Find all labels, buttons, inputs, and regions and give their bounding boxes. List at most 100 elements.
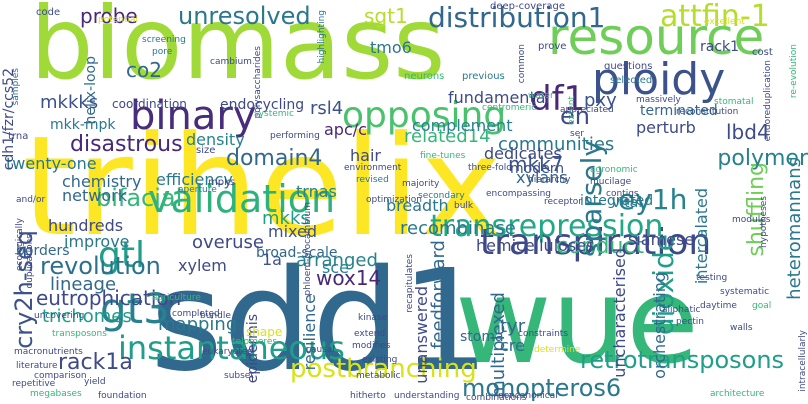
word-kinase: kinase (358, 313, 388, 323)
word-1a: 1a (262, 250, 282, 269)
word-systematic: systematic (720, 287, 770, 297)
word-metabolic: metabolic (356, 371, 401, 381)
word-improve: improve (64, 232, 130, 251)
word-conduct: conduct (556, 234, 645, 259)
word-terminated: terminated (640, 103, 718, 119)
word-eukaryotes: eukaryotes (202, 347, 253, 357)
word-secondary: secondary (418, 191, 465, 201)
word-intracellularly: intracellularly (798, 330, 808, 392)
word-arranged: arranged (296, 250, 378, 271)
word-co2: co2 (126, 58, 162, 82)
word-tyr: tyr (500, 316, 526, 337)
word-comparison: comparison (34, 371, 87, 381)
word-previous: previous (462, 71, 505, 82)
word-repetitive: repetitive (12, 379, 56, 389)
word-polysaccharides: polysaccharides (253, 46, 263, 119)
word-fundamental: fundamental (448, 88, 550, 107)
word-samples: samples (11, 68, 21, 106)
word-monopteros6: monopteros6 (462, 374, 622, 402)
word-lineage: lineage (50, 274, 117, 295)
word-literature: literature (16, 361, 58, 371)
word-uncovering: uncovering (34, 311, 85, 321)
word-intercalated: intercalated (692, 188, 711, 285)
word-gtl: gtl (98, 235, 145, 276)
word-size: size (196, 145, 216, 156)
word-heteromannans: heteromannans (784, 158, 805, 300)
word-majority: majority (402, 179, 440, 189)
word-phloem-procambium: phloem-procambium (303, 202, 313, 296)
word-re-evolution: re-evolution (789, 44, 799, 99)
word-pore: pore (152, 47, 173, 57)
word-recombinase: recombinase (400, 218, 516, 239)
word-siamese: siamese (628, 230, 695, 249)
word-hundreds: hundreds (48, 216, 124, 235)
word-three-fold: three-fold (468, 163, 512, 173)
word-mapping: mapping (158, 314, 238, 335)
word-broad-scale: broad-scale (256, 245, 338, 261)
word-sgt1: sgt1 (364, 4, 408, 28)
word-foundation: foundation (98, 391, 147, 401)
word-appreciated: appreciated (560, 105, 614, 115)
word-wue: wue (455, 252, 699, 390)
word-lbd4: lbd4 (726, 120, 770, 144)
word-cost: cost (752, 47, 773, 58)
word-coordination: coordination (112, 97, 187, 111)
word-encompassing: encompassing (486, 189, 551, 199)
word-mucilage: mucilage (590, 177, 632, 187)
word-feedforward: feedforward (428, 240, 449, 349)
word-domain4: domain4 (226, 146, 323, 171)
word-distribution1: distribution1 (428, 1, 606, 34)
word-recapitulates: recapitulates (405, 254, 415, 313)
word-orchestrating: orchestrating (650, 272, 669, 379)
word-questions: questions (604, 61, 653, 72)
word-binary: binary (130, 93, 257, 139)
word-transpiration: transpiration (480, 222, 712, 263)
word-unresolved: unresolved (178, 2, 311, 30)
word-pectin: pectin (676, 317, 704, 327)
word-modifies: modifies (352, 341, 391, 351)
word-multiplexed: multiplexed (488, 292, 509, 398)
word-deep-coverage: deep-coverage (490, 1, 566, 12)
word-postbranching: postbranching (290, 354, 477, 384)
word-megabases: megabases (30, 389, 82, 399)
word-optimization: optimization (366, 195, 422, 205)
word-twenty-one: twenty-one (6, 154, 97, 173)
word-unanswered: unanswered (412, 286, 431, 384)
word-mpks: mpks (208, 177, 236, 188)
word-subset: subset (224, 371, 254, 381)
word-water: water (528, 91, 554, 101)
word-eutrophication: eutrophication (36, 286, 182, 310)
word-combinations: combinations (466, 393, 527, 403)
word-bifacial: bifacial (96, 184, 183, 212)
word-potential: potential (98, 15, 139, 25)
word-massively: massively (636, 95, 681, 105)
word-network: network (62, 186, 127, 205)
word-modules: modules (732, 215, 771, 225)
word-helix-loop: helix-loop (83, 56, 99, 125)
word-trnas: trnas (296, 182, 337, 201)
word-common: common (517, 44, 527, 84)
word-cambium: cambium (210, 57, 252, 67)
word-hitherto: hitherto (350, 391, 386, 401)
word-retrotransposons: retrotransposons (580, 346, 785, 374)
word-goal: goal (752, 301, 772, 311)
word-ploidy: ploidy (592, 54, 726, 105)
word-validation: validation (148, 177, 336, 221)
word-mkks: mkks (262, 208, 310, 229)
word-biomass: biomass (30, 0, 446, 102)
word-sce: sce (322, 258, 349, 277)
word-walls: walls (730, 323, 753, 333)
word-mkkks: mkkks (40, 92, 99, 113)
word-wox14: wox14 (316, 266, 382, 290)
word-pxy: pxy (584, 90, 617, 111)
word-mixed: mixed (268, 222, 318, 241)
word-constraints: constraints (518, 329, 569, 339)
word-efficiency: efficiency (156, 170, 233, 189)
word-existing: existing (362, 355, 398, 365)
word-communities: communities (498, 134, 615, 155)
word-shape: shape (246, 325, 283, 339)
word-extent: extent (567, 96, 577, 126)
word-aperture: aperture (178, 185, 217, 195)
word-centromeric: centromeric (482, 103, 537, 113)
word-ecologically: ecologically (15, 218, 25, 272)
